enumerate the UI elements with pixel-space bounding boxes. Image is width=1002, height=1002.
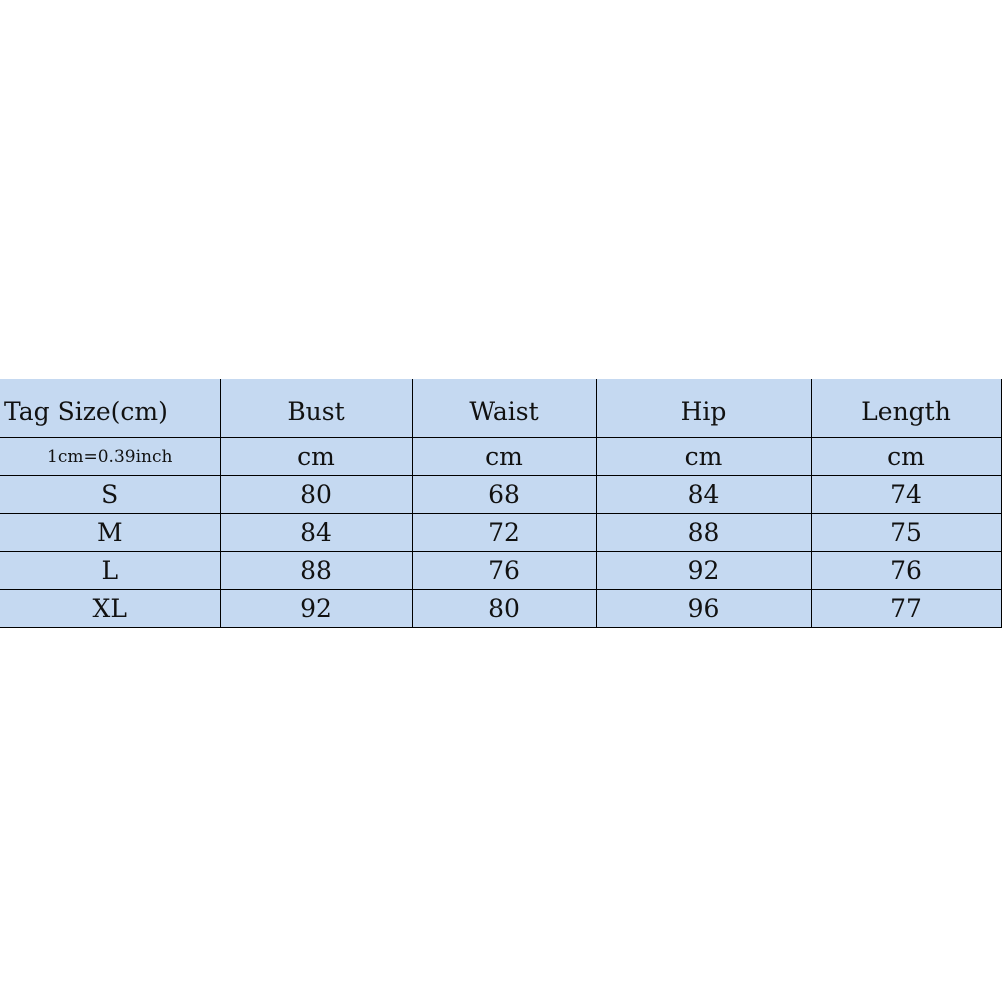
hip-cell: 96 [595,589,812,628]
unit-conversion-note: 1cm=0.39inch [0,437,221,476]
length-cell: 75 [810,513,1002,552]
bust-cell: 84 [219,513,413,552]
table-row: XL 92 80 96 77 [0,589,1002,628]
size-chart-table: Tag Size(cm) Bust Waist Hip Length 1cm=0… [0,379,1002,628]
table-row: M 84 72 88 75 [0,513,1002,552]
unit-cell: cm [411,437,597,476]
length-cell: 74 [810,475,1002,514]
unit-cell: cm [595,437,812,476]
unit-cell: cm [810,437,1002,476]
size-cell: L [0,551,221,590]
size-cell: M [0,513,221,552]
hip-cell: 88 [595,513,812,552]
bust-cell: 80 [219,475,413,514]
size-cell: S [0,475,221,514]
header-bust: Bust [219,379,413,438]
length-cell: 77 [810,589,1002,628]
table-row: L 88 76 92 76 [0,551,1002,590]
size-cell: XL [0,589,221,628]
bust-cell: 88 [219,551,413,590]
length-cell: 76 [810,551,1002,590]
header-tag-size: Tag Size(cm) [0,379,221,438]
waist-cell: 72 [411,513,597,552]
bust-cell: 92 [219,589,413,628]
unit-row: 1cm=0.39inch cm cm cm cm [0,437,1002,476]
header-hip: Hip [595,379,812,438]
waist-cell: 80 [411,589,597,628]
unit-cell: cm [219,437,413,476]
hip-cell: 92 [595,551,812,590]
waist-cell: 76 [411,551,597,590]
header-length: Length [810,379,1002,438]
header-row: Tag Size(cm) Bust Waist Hip Length [0,379,1002,438]
waist-cell: 68 [411,475,597,514]
table-row: S 80 68 84 74 [0,475,1002,514]
header-waist: Waist [411,379,597,438]
hip-cell: 84 [595,475,812,514]
